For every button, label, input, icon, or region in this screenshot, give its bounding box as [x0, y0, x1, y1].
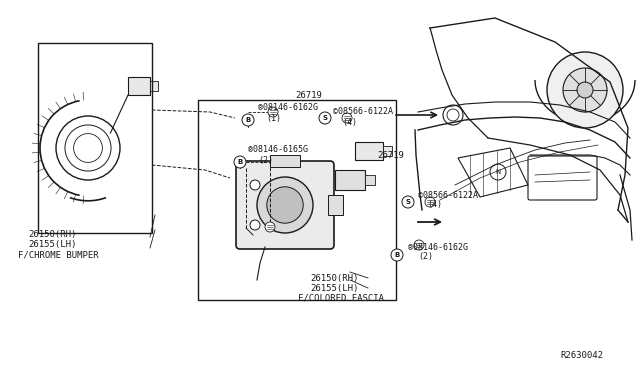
Bar [365, 175, 375, 185]
Text: (2): (2) [418, 253, 433, 262]
Bar [38, 43, 152, 233]
Bar [328, 195, 343, 215]
Bar [335, 170, 365, 190]
Text: 26155(LH): 26155(LH) [310, 283, 358, 292]
Circle shape [319, 112, 331, 124]
Circle shape [250, 220, 260, 230]
Circle shape [265, 222, 275, 232]
Text: B: B [394, 252, 399, 258]
Circle shape [391, 249, 403, 261]
Circle shape [402, 196, 414, 208]
Circle shape [547, 52, 623, 128]
Circle shape [577, 82, 593, 98]
Text: 26719: 26719 [377, 151, 404, 160]
Circle shape [425, 197, 435, 207]
Circle shape [267, 187, 303, 223]
Text: (4): (4) [427, 201, 442, 209]
Text: S: S [323, 115, 328, 121]
Text: ®08146-6165G: ®08146-6165G [248, 145, 308, 154]
Circle shape [414, 240, 424, 250]
Text: (1): (1) [266, 113, 281, 122]
Text: N: N [495, 169, 500, 175]
Bar [355, 142, 383, 160]
Text: 26719: 26719 [295, 90, 322, 99]
Text: ®08146-6162G: ®08146-6162G [408, 243, 468, 251]
FancyBboxPatch shape [236, 161, 334, 249]
Text: B: B [245, 117, 251, 123]
Text: F/COLORED FASCIA: F/COLORED FASCIA [298, 294, 384, 302]
Text: S: S [406, 199, 410, 205]
Text: ®08146-6162G: ®08146-6162G [258, 103, 318, 112]
Text: (4): (4) [342, 118, 357, 126]
Text: R2630042: R2630042 [560, 350, 603, 359]
Bar [150, 81, 158, 91]
Bar [128, 77, 150, 95]
Circle shape [242, 114, 254, 126]
Text: F/CHROME BUMPER: F/CHROME BUMPER [18, 250, 99, 260]
Text: B: B [237, 159, 243, 165]
Bar [270, 155, 300, 167]
Text: 26155(LH): 26155(LH) [28, 241, 76, 250]
Circle shape [257, 177, 313, 233]
Text: ©08566-6122A: ©08566-6122A [333, 108, 393, 116]
Circle shape [268, 107, 278, 117]
Text: 26150(RH): 26150(RH) [28, 231, 76, 240]
Text: (2): (2) [258, 155, 273, 164]
Bar [198, 100, 396, 300]
Circle shape [563, 68, 607, 112]
Text: 26150(RH): 26150(RH) [310, 273, 358, 282]
Text: ©08566-6122A: ©08566-6122A [418, 190, 478, 199]
Circle shape [234, 156, 246, 168]
Circle shape [250, 180, 260, 190]
Circle shape [342, 113, 352, 123]
Bar [383, 146, 392, 156]
